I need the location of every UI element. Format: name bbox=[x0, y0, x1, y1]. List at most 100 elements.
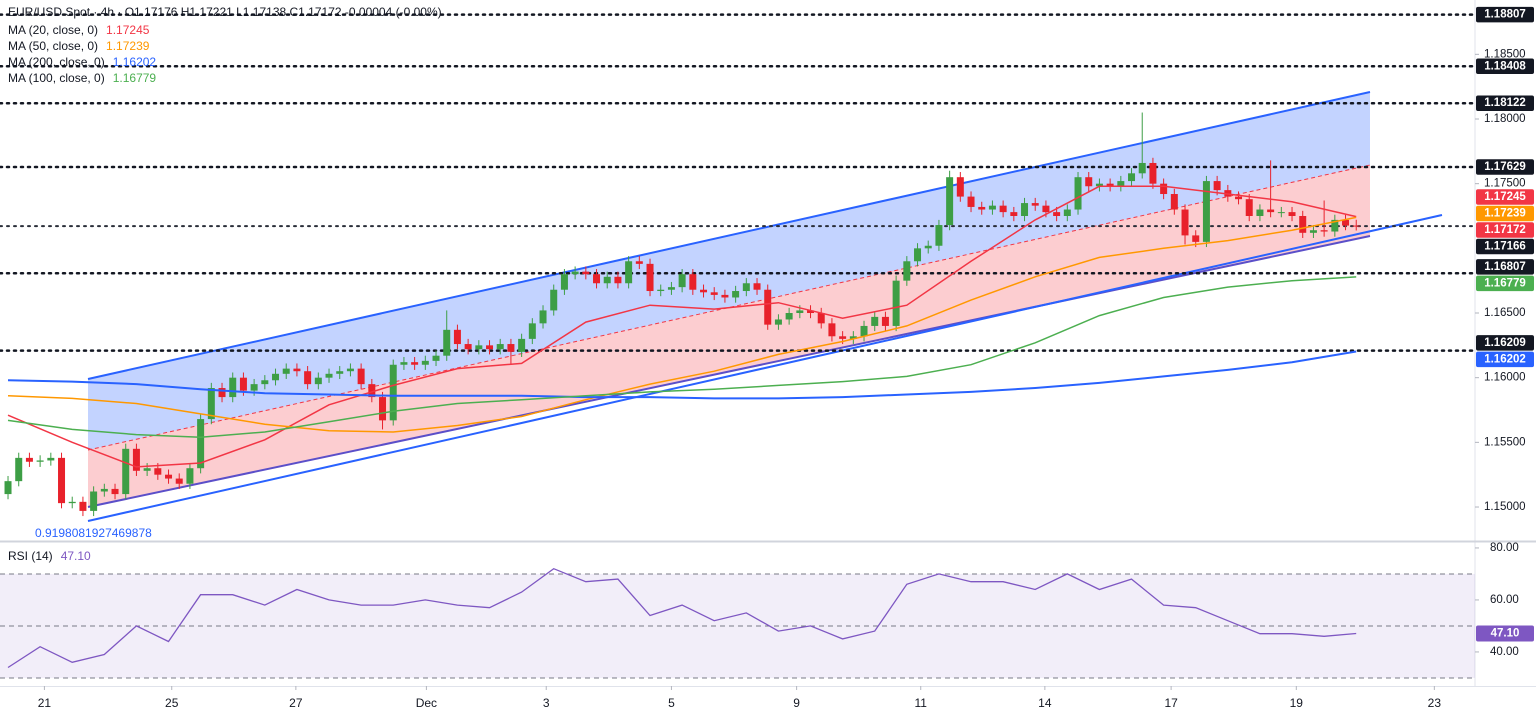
candle-body bbox=[1128, 173, 1136, 182]
candle-body bbox=[1042, 205, 1050, 213]
candle-body bbox=[849, 336, 857, 339]
candle-body bbox=[881, 316, 889, 326]
rsi-y-tick-label: 40.00 bbox=[1490, 646, 1519, 658]
candle-body bbox=[914, 248, 922, 262]
price-tag bbox=[1476, 222, 1534, 238]
price-tag-label: 1.16779 bbox=[1484, 277, 1526, 289]
candle-body bbox=[314, 377, 322, 385]
price-tag bbox=[1476, 275, 1534, 292]
candle-body bbox=[464, 344, 472, 350]
price-tag bbox=[1476, 189, 1534, 205]
candle-body bbox=[935, 225, 943, 246]
price-tag-label: 1.18807 bbox=[1484, 9, 1526, 21]
x-tick-label: 14 bbox=[1038, 696, 1052, 710]
candle-body bbox=[100, 488, 108, 492]
candle-body bbox=[36, 460, 44, 462]
x-tick-label: 21 bbox=[38, 696, 52, 710]
candle-body bbox=[528, 323, 536, 339]
candle-body bbox=[197, 419, 205, 469]
candle-body bbox=[988, 205, 996, 210]
candle-body bbox=[122, 448, 130, 495]
candle-body bbox=[346, 368, 354, 372]
price-tag bbox=[1476, 335, 1534, 351]
candle-body bbox=[678, 274, 686, 288]
candle-body bbox=[860, 325, 868, 337]
candle-body bbox=[47, 457, 55, 461]
price-tag-label: 1.17166 bbox=[1484, 241, 1526, 253]
ma-line bbox=[7, 276, 1357, 438]
rsi-line bbox=[7, 567, 1357, 669]
candle-body bbox=[892, 280, 900, 326]
candle-body bbox=[657, 289, 665, 292]
price-tag bbox=[1476, 205, 1534, 222]
candle-body bbox=[154, 468, 162, 475]
candle-body bbox=[443, 329, 451, 356]
channel-mid-line bbox=[87, 164, 1371, 451]
x-tick-label: 9 bbox=[793, 696, 800, 710]
candle-body bbox=[967, 196, 975, 207]
candle-body bbox=[796, 310, 804, 314]
candle-body bbox=[132, 448, 140, 471]
candle-body bbox=[560, 274, 568, 290]
candle-body bbox=[1192, 235, 1200, 242]
candle-body bbox=[304, 371, 312, 385]
candle-body bbox=[871, 316, 879, 326]
annotation: 0.9198081927469878 bbox=[35, 526, 152, 540]
candle-body bbox=[1010, 212, 1018, 216]
candle-body bbox=[1202, 181, 1210, 242]
x-tick-label: 5 bbox=[668, 696, 675, 710]
candle-body bbox=[550, 289, 558, 311]
candle-body bbox=[68, 501, 76, 504]
candle-body bbox=[325, 373, 333, 378]
candle-body bbox=[774, 319, 782, 325]
y-tick-label: 1.18000 bbox=[1484, 113, 1526, 125]
candle-body bbox=[710, 292, 718, 295]
candle-body bbox=[1299, 216, 1307, 233]
candle-body bbox=[336, 371, 344, 374]
candle-body bbox=[614, 276, 622, 284]
legend-name: MA (100, close, 0) bbox=[8, 71, 105, 85]
candle-body bbox=[1235, 196, 1243, 200]
x-tick-label: 11 bbox=[915, 696, 928, 710]
candle-body bbox=[721, 294, 729, 298]
candle-body bbox=[1138, 162, 1146, 174]
candle-body bbox=[539, 310, 547, 324]
candle-body bbox=[261, 380, 269, 385]
candle-body bbox=[1053, 212, 1061, 216]
candle-body bbox=[475, 345, 483, 350]
candle-body bbox=[229, 377, 237, 398]
candle-body bbox=[978, 206, 986, 210]
candle-body bbox=[764, 289, 772, 325]
y-tick-label: 1.18500 bbox=[1484, 48, 1526, 60]
candle-body bbox=[593, 274, 601, 284]
channel-drawing bbox=[87, 91, 1443, 522]
candle-body bbox=[175, 478, 183, 484]
candle-body bbox=[379, 397, 387, 421]
candle-body bbox=[421, 360, 429, 365]
candle-body bbox=[571, 271, 579, 275]
candle-body bbox=[518, 338, 526, 352]
price-tag bbox=[1476, 238, 1534, 255]
x-tick-label: 3 bbox=[543, 696, 550, 710]
x-tick-label: 19 bbox=[1290, 696, 1304, 710]
ma-line bbox=[7, 216, 1357, 433]
candle-body bbox=[1288, 212, 1296, 216]
price-tag bbox=[1476, 58, 1534, 74]
candle-body bbox=[999, 205, 1007, 213]
ma-line bbox=[7, 350, 1357, 400]
candle-body bbox=[1331, 219, 1339, 232]
candle-body bbox=[1245, 199, 1253, 216]
candle-body bbox=[732, 291, 740, 298]
candle-body bbox=[239, 377, 247, 391]
candle-body bbox=[357, 368, 365, 385]
candle-body bbox=[1149, 162, 1157, 184]
channel-upper-fill bbox=[88, 92, 1370, 450]
candle-body bbox=[1160, 183, 1168, 195]
candle-body bbox=[79, 501, 87, 511]
candle-body bbox=[946, 177, 954, 226]
candle-body bbox=[903, 261, 911, 281]
candle-body bbox=[1352, 225, 1360, 227]
candle-body bbox=[432, 355, 440, 361]
